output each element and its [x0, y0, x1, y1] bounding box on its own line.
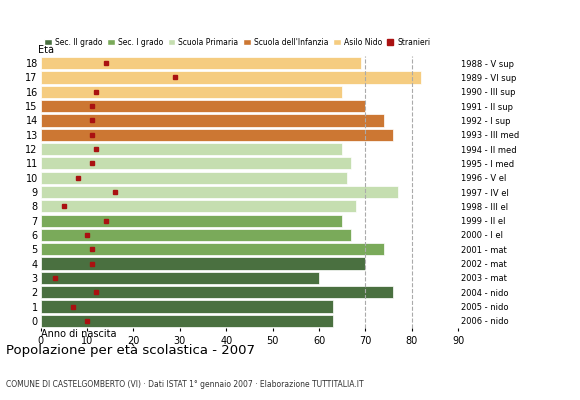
Bar: [41, 143, 342, 155]
Bar: [41, 286, 393, 298]
Bar: [41, 157, 351, 170]
Bar: [41, 100, 365, 112]
Legend: Sec. II grado, Sec. I grado, Scuola Primaria, Scuola dell'Infanzia, Asilo Nido, : Sec. II grado, Sec. I grado, Scuola Prim…: [45, 38, 430, 47]
Text: Anno di nascita: Anno di nascita: [41, 330, 116, 340]
Text: Popolazione per età scolastica - 2007: Popolazione per età scolastica - 2007: [6, 344, 255, 357]
Bar: [41, 172, 347, 184]
Bar: [41, 71, 421, 84]
Text: COMUNE DI CASTELGOMBERTO (VI) · Dati ISTAT 1° gennaio 2007 · Elaborazione TUTTIT: COMUNE DI CASTELGOMBERTO (VI) · Dati IST…: [6, 380, 364, 389]
Bar: [41, 214, 342, 227]
Bar: [41, 243, 384, 255]
Bar: [41, 57, 361, 69]
Bar: [41, 300, 333, 313]
Bar: [41, 229, 351, 241]
Bar: [41, 315, 333, 327]
Bar: [41, 129, 393, 141]
Bar: [41, 186, 398, 198]
Bar: [41, 86, 342, 98]
Bar: [41, 258, 365, 270]
Text: Età: Età: [38, 44, 55, 54]
Bar: [41, 200, 356, 212]
Bar: [41, 114, 384, 126]
Bar: [41, 272, 319, 284]
